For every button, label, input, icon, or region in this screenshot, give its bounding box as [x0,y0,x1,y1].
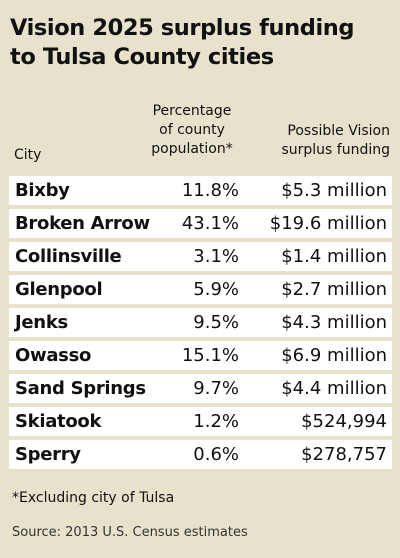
column-header-city: City [14,147,42,163]
city-cell: Bixby [15,180,70,201]
pct-header-line-2: of county [159,122,225,138]
percentage-cell: 3.1% [193,246,239,267]
table-row: Collinsville 3.1% $1.4 million [9,242,392,271]
percentage-cell: 11.8% [181,180,239,201]
footnote: *Excluding city of Tulsa [12,490,175,506]
table-row: Owasso 15.1% $6.9 million [9,341,392,370]
table-row: Broken Arrow 43.1% $19.6 million [9,209,392,238]
table-row: Glenpool 5.9% $2.7 million [9,275,392,304]
funding-cell: $5.3 million [281,180,387,201]
funding-cell: $19.6 million [269,213,387,234]
city-cell: Glenpool [15,279,103,300]
funding-cell: $4.3 million [281,312,387,333]
percentage-cell: 9.5% [193,312,239,333]
city-cell: Jenks [15,312,68,333]
source-note: Source: 2013 U.S. Census estimates [12,525,248,540]
pct-header-line-1: Percentage [152,103,232,119]
percentage-cell: 0.6% [193,444,239,465]
column-header-percentage: Percentage of county population* [136,102,248,159]
fund-header-line-2: surplus funding [281,142,390,158]
city-cell: Skiatook [15,411,102,432]
funding-cell: $4.4 million [281,378,387,399]
percentage-cell: 5.9% [193,279,239,300]
funding-cell: $524,994 [301,411,387,432]
table-row: Jenks 9.5% $4.3 million [9,308,392,337]
city-cell: Sand Springs [15,378,146,399]
table-row: Skiatook 1.2% $524,994 [9,407,392,436]
data-table: Bixby 11.8% $5.3 million Broken Arrow 43… [9,176,392,473]
funding-cell: $2.7 million [281,279,387,300]
chart-title: Vision 2025 surplus funding to Tulsa Cou… [10,14,395,72]
percentage-cell: 15.1% [181,345,239,366]
table-row: Sand Springs 9.7% $4.4 million [9,374,392,403]
funding-cell: $278,757 [301,444,387,465]
city-cell: Collinsville [15,246,122,267]
column-header-funding: Possible Vision surplus funding [262,122,390,160]
pct-header-line-3: population* [151,141,233,157]
city-cell: Sperry [15,444,81,465]
funding-cell: $6.9 million [281,345,387,366]
percentage-cell: 43.1% [181,213,239,234]
table-row: Sperry 0.6% $278,757 [9,440,392,469]
city-cell: Owasso [15,345,92,366]
title-line-1: Vision 2025 surplus funding [10,15,355,41]
city-cell: Broken Arrow [15,213,150,234]
title-line-2: to Tulsa County cities [10,44,274,70]
fund-header-line-1: Possible Vision [287,123,390,139]
percentage-cell: 9.7% [193,378,239,399]
table-row: Bixby 11.8% $5.3 million [9,176,392,205]
percentage-cell: 1.2% [193,411,239,432]
funding-cell: $1.4 million [281,246,387,267]
